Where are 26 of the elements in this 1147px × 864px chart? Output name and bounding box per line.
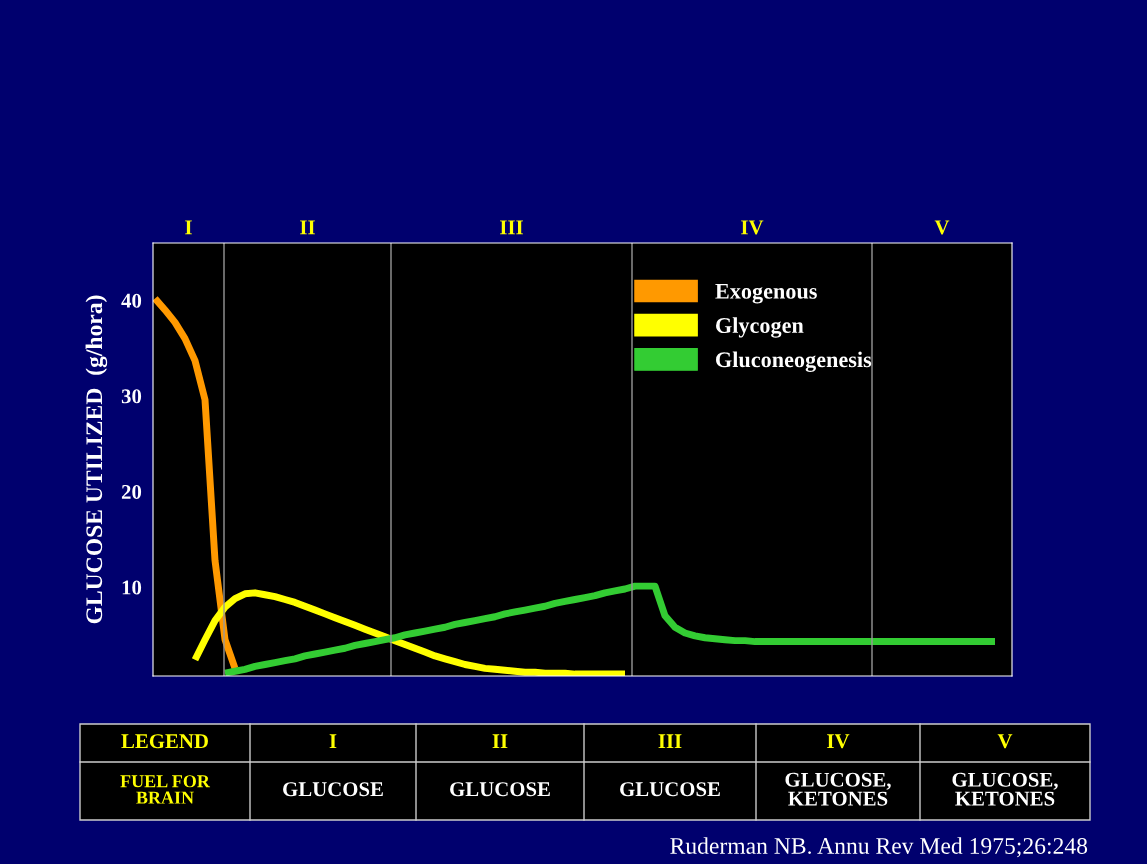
text: I: [329, 734, 337, 749]
y-tick-label: 10: [122, 580, 142, 595]
text: III: [658, 734, 682, 749]
text: GLUCOSE: [283, 782, 383, 797]
text: V: [934, 220, 950, 235]
y-tick-label: 20: [121, 484, 142, 499]
y-tick-label: 40: [121, 293, 142, 308]
y-axis-title: GLUCOSE UTILIZED (g/hora): [85, 295, 108, 624]
text: GLUCOSE, KETONES: [785, 772, 891, 806]
text: IV: [827, 734, 850, 749]
text: FUEL FOR BRAIN: [120, 775, 211, 804]
text: III: [500, 220, 523, 235]
y-tick-label: 30: [121, 389, 142, 404]
text: V: [997, 734, 1013, 749]
text: I: [185, 220, 192, 235]
text: GLUCOSE: [620, 782, 720, 797]
legend-label: Glycogen: [716, 317, 804, 338]
text: II: [492, 734, 508, 749]
text: Ruderman NB. Annu Rev Med 1975;26:248: [670, 837, 1088, 858]
text: GLUCOSE, KETONES: [952, 772, 1058, 806]
text: II: [300, 220, 315, 235]
legend-label: Gluconeogenesis: [716, 351, 872, 372]
text: LEGEND: [121, 734, 208, 749]
text: GLUCOSE: [450, 782, 550, 797]
text: IV: [741, 220, 764, 235]
legend-label: Exogenous: [715, 283, 817, 304]
